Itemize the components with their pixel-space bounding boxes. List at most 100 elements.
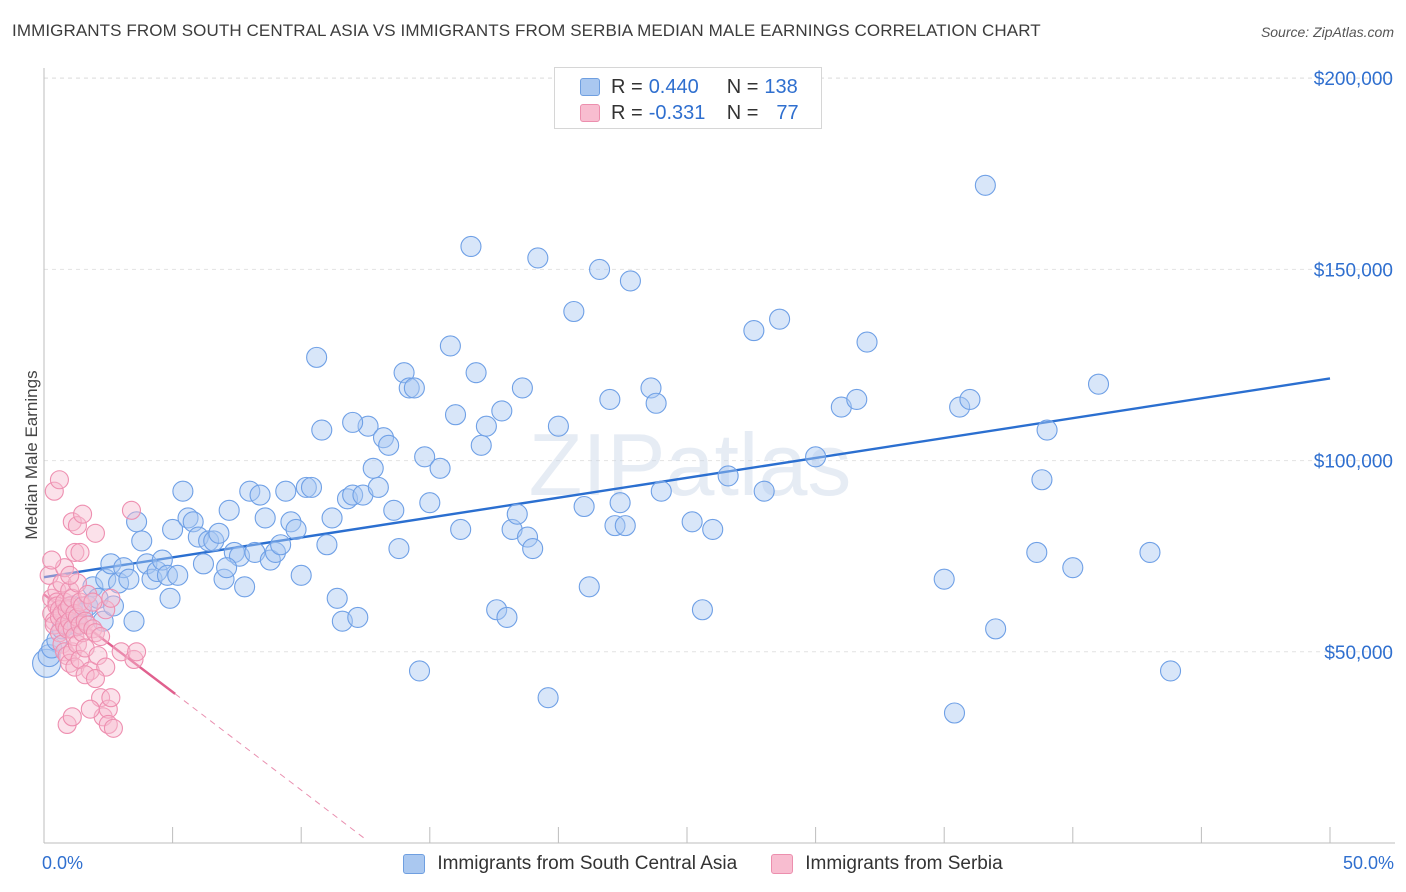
data-point — [527, 247, 549, 269]
legend-swatch-blue — [580, 78, 600, 96]
series-points-1 — [39, 470, 147, 738]
data-point — [702, 518, 724, 540]
data-point — [691, 599, 713, 621]
data-point — [974, 174, 996, 196]
legend-r-label: R = — [611, 101, 643, 124]
data-point — [300, 476, 323, 498]
data-point — [383, 499, 405, 521]
legend-n-value: 77 — [776, 101, 799, 124]
data-point — [218, 499, 240, 521]
data-point — [67, 516, 87, 536]
data-point — [249, 484, 271, 506]
data-point — [70, 542, 90, 562]
data-point — [78, 615, 98, 635]
data-point — [1139, 541, 1161, 563]
data-point — [573, 495, 595, 518]
x-tick-label-min: 0.0% — [42, 853, 84, 873]
data-point — [414, 446, 436, 468]
data-point — [650, 480, 672, 502]
data-point — [460, 235, 482, 258]
data-point — [60, 565, 80, 585]
data-point — [753, 480, 775, 502]
data-point — [162, 518, 184, 540]
data-point — [124, 649, 144, 670]
data-point — [470, 434, 492, 456]
legend-r-value: 0.440 — [648, 75, 699, 98]
data-point — [846, 388, 868, 410]
data-point — [496, 606, 518, 628]
data-point — [1031, 469, 1053, 491]
data-point — [192, 553, 215, 575]
data-point — [42, 550, 62, 570]
y-axis-title: Median Male Earnings — [22, 370, 41, 540]
series-legend: Immigrants from South Central Asia Immig… — [0, 852, 1406, 876]
data-point — [85, 669, 105, 689]
data-point — [465, 362, 487, 384]
data-point — [599, 388, 621, 410]
source-label: Source: ZipAtlas.com — [1260, 24, 1394, 40]
legend-n-label: N = — [726, 101, 759, 124]
data-point — [589, 258, 611, 280]
data-point — [316, 534, 338, 556]
data-point — [118, 568, 140, 590]
data-point — [295, 476, 317, 498]
data-point — [270, 534, 292, 556]
data-point — [450, 518, 472, 540]
data-point — [91, 626, 111, 647]
data-point — [378, 434, 400, 456]
y-tick-label: $200,000 — [1314, 69, 1393, 90]
data-point — [92, 610, 114, 632]
data-point — [101, 688, 121, 708]
data-point — [100, 553, 122, 575]
series-swatch-blue — [403, 854, 426, 874]
legend-n-label: N = — [726, 75, 759, 98]
data-point — [80, 699, 100, 719]
data-point — [347, 606, 369, 628]
data-point — [491, 400, 513, 422]
data-point — [367, 476, 389, 498]
data-point — [681, 511, 703, 533]
data-point — [52, 573, 72, 593]
series-legend-item-serbia: Immigrants from Serbia — [771, 852, 1003, 876]
data-point — [285, 518, 307, 540]
data-point — [563, 300, 585, 323]
data-point — [131, 530, 153, 552]
data-point — [326, 587, 348, 609]
data-point — [88, 646, 108, 666]
data-point — [275, 480, 297, 502]
data-point — [113, 557, 135, 579]
legend-r-label: R = — [611, 75, 643, 98]
data-point — [234, 576, 256, 598]
data-point — [159, 587, 181, 609]
data-point — [342, 411, 364, 433]
data-point — [49, 470, 69, 490]
data-point — [290, 564, 312, 586]
data-point — [830, 396, 852, 418]
legend-r-value: -0.331 — [648, 101, 706, 124]
data-point — [352, 484, 374, 506]
watermark: ZIPatlas — [529, 415, 852, 514]
data-point — [65, 542, 85, 562]
data-point — [127, 642, 147, 662]
data-point — [769, 308, 791, 330]
data-point — [511, 377, 533, 399]
data-point — [717, 465, 739, 487]
series-name: Immigrants from Serbia — [805, 853, 1003, 874]
data-point — [60, 653, 80, 673]
data-point — [439, 335, 461, 357]
trend-line-extension-1 — [174, 693, 366, 840]
data-point — [44, 481, 64, 501]
data-point — [398, 377, 420, 399]
data-point — [743, 320, 765, 342]
data-point — [444, 404, 467, 426]
data-point — [85, 623, 105, 643]
chart-title: IMMIGRANTS FROM SOUTH CENTRAL ASIA VS IM… — [12, 21, 1041, 40]
data-point — [429, 457, 451, 479]
data-point — [943, 702, 966, 724]
data-point — [516, 526, 539, 548]
data-point — [167, 564, 189, 586]
data-point — [62, 707, 82, 727]
data-point — [198, 530, 220, 552]
data-point — [609, 492, 631, 514]
data-point — [85, 523, 105, 543]
